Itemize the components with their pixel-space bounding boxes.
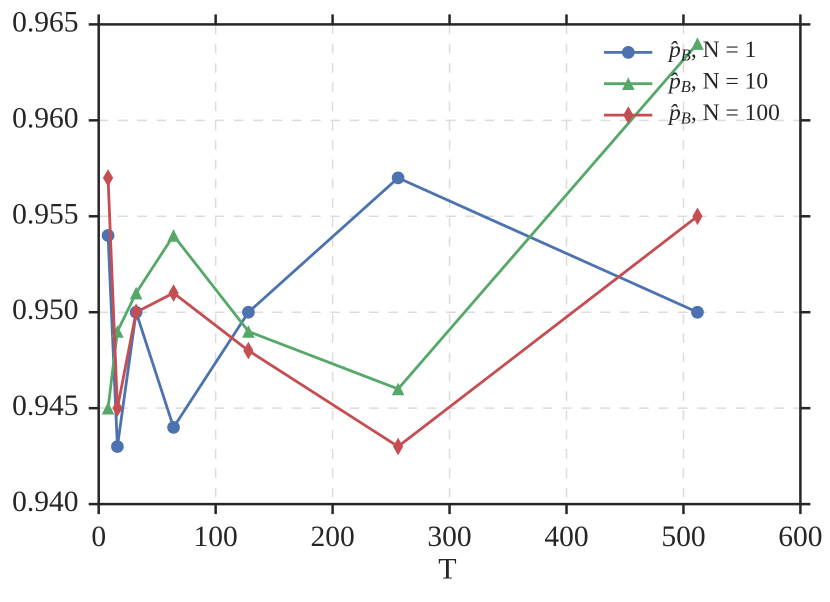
svg-text:0.940: 0.940 bbox=[12, 486, 78, 518]
svg-text:600: 600 bbox=[778, 521, 822, 553]
svg-text:300: 300 bbox=[427, 521, 471, 553]
svg-text:0.960: 0.960 bbox=[12, 102, 78, 134]
svg-text:500: 500 bbox=[661, 521, 705, 553]
svg-text:100: 100 bbox=[194, 521, 238, 553]
svg-text:0.955: 0.955 bbox=[12, 198, 78, 230]
svg-text:T: T bbox=[438, 553, 456, 586]
svg-text:p̂B, N = 1: p̂B, N = 1 bbox=[667, 37, 756, 64]
svg-text:0.950: 0.950 bbox=[12, 294, 78, 326]
svg-text:0.965: 0.965 bbox=[12, 6, 78, 38]
svg-text:400: 400 bbox=[544, 521, 588, 553]
svg-text:0.945: 0.945 bbox=[12, 390, 78, 422]
svg-text:p̂B, N = 100: p̂B, N = 100 bbox=[667, 100, 780, 128]
svg-text:0: 0 bbox=[91, 521, 106, 553]
svg-text:p̂B, N = 10: p̂B, N = 10 bbox=[667, 69, 768, 97]
svg-text:200: 200 bbox=[310, 521, 354, 553]
